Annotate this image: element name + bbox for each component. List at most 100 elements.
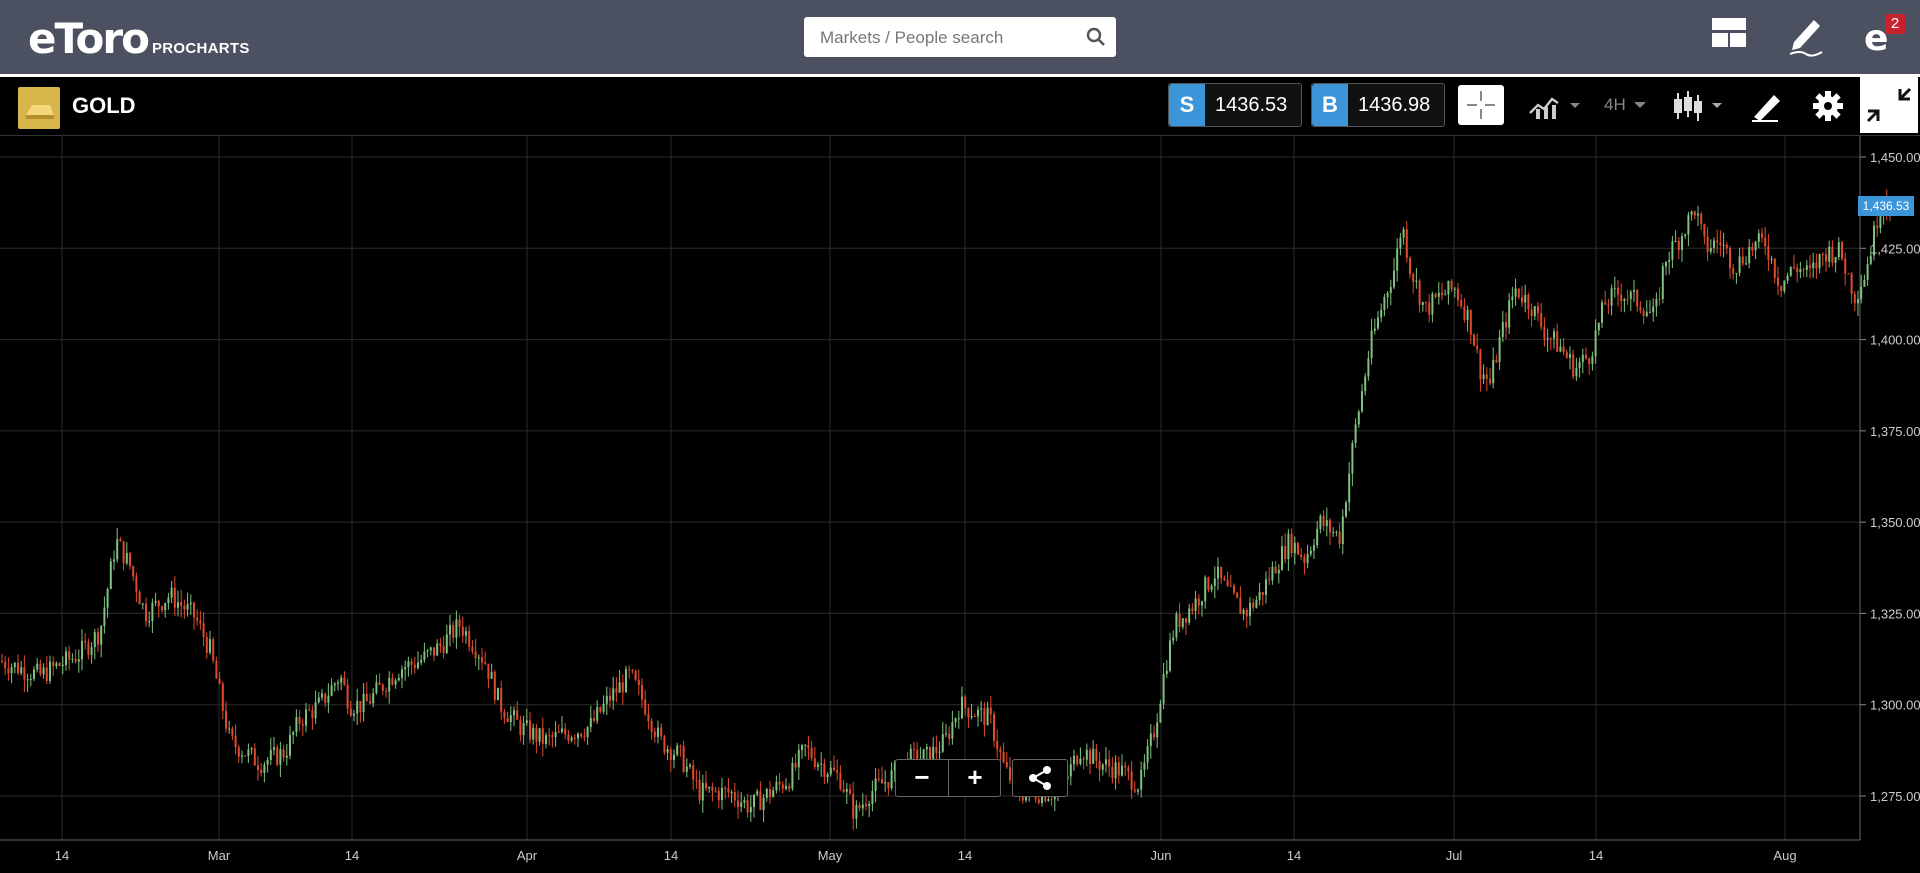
candle-body xyxy=(301,723,304,726)
search-input[interactable] xyxy=(818,25,1082,51)
candle-body xyxy=(493,672,496,701)
candle-body xyxy=(685,766,688,772)
candle-body xyxy=(1335,531,1338,533)
candle-body xyxy=(615,688,618,693)
candle-body xyxy=(1601,302,1603,323)
candle-body xyxy=(1447,280,1450,295)
candle-body xyxy=(769,789,771,797)
candle-body xyxy=(1658,298,1661,300)
share-button[interactable] xyxy=(1012,759,1068,797)
candle-body xyxy=(1482,374,1485,380)
candle-body xyxy=(916,749,919,764)
candle-body xyxy=(628,669,631,671)
candle-body xyxy=(26,679,29,681)
candle-body xyxy=(1005,762,1008,768)
candle-body xyxy=(1265,579,1267,595)
candle-body xyxy=(445,634,448,653)
candle-body xyxy=(170,587,173,598)
candle-body xyxy=(753,794,755,808)
candle-body xyxy=(1623,299,1626,301)
candle-body xyxy=(813,758,816,767)
buy-price: 1436.98 xyxy=(1358,94,1431,116)
candle-body xyxy=(705,782,707,789)
candle-body xyxy=(289,734,291,756)
exit-fullscreen-button[interactable] xyxy=(1860,77,1918,133)
candle-body xyxy=(186,604,189,610)
etoro-account-icon[interactable]: e xyxy=(1862,16,1898,56)
candle-body xyxy=(314,702,317,719)
candle-body xyxy=(1572,354,1575,377)
candle-body xyxy=(397,677,400,681)
candle-body xyxy=(97,632,99,645)
candle-body xyxy=(1466,309,1469,320)
candle-body xyxy=(1473,334,1475,346)
x-tick-label: 14 xyxy=(664,848,678,863)
sell-button[interactable]: S 1436.53 xyxy=(1168,83,1302,127)
drawing-tools-icon[interactable] xyxy=(1748,77,1788,135)
notification-badge[interactable]: 2 xyxy=(1885,14,1905,34)
search-box[interactable] xyxy=(804,17,1116,57)
settings-gear-icon[interactable] xyxy=(1810,77,1846,135)
candle-body xyxy=(1674,241,1677,243)
candle-body xyxy=(842,789,845,792)
candle-body xyxy=(1492,359,1495,384)
candle-body xyxy=(292,732,295,735)
candle-body xyxy=(1341,516,1344,545)
candle-body xyxy=(221,683,224,711)
candle-body xyxy=(1569,354,1571,358)
candle-body xyxy=(519,719,522,735)
candle-body xyxy=(36,663,39,670)
candle-body xyxy=(285,755,288,758)
candle-body xyxy=(1108,759,1111,767)
candle-body xyxy=(346,684,349,709)
etoro-logo[interactable]: eToro xyxy=(28,14,150,63)
candle-body xyxy=(503,712,506,718)
layout-icon[interactable] xyxy=(1712,16,1746,50)
candle-body xyxy=(865,804,867,807)
candle-body xyxy=(1498,336,1501,363)
candle-body xyxy=(529,720,531,740)
candle-body xyxy=(365,693,368,702)
candle-body xyxy=(1137,789,1139,792)
candle-body xyxy=(218,678,221,684)
buy-button[interactable]: B 1436.98 xyxy=(1311,83,1445,127)
candle-body xyxy=(1514,288,1517,297)
chart-canvas[interactable]: 1,450.00 1,425.00 1,400.00 1,375.00 1,350.00… xyxy=(0,136,1920,868)
candle-body xyxy=(586,727,589,738)
candle-body xyxy=(1789,267,1792,276)
candlestick-type-icon[interactable] xyxy=(1672,77,1728,135)
candle-body xyxy=(93,632,96,648)
candle-body xyxy=(785,785,787,789)
candle-body xyxy=(1143,762,1146,770)
candle-body xyxy=(1127,767,1130,772)
candle-body xyxy=(1549,338,1552,340)
candle-body xyxy=(935,746,938,753)
candle-body xyxy=(167,597,170,603)
candle-body xyxy=(23,667,26,680)
candle-body xyxy=(359,700,362,713)
price-chart[interactable]: 1,450.00 1,425.00 1,400.00 1,375.00 1,350.00… xyxy=(0,136,1920,868)
candle-body xyxy=(852,793,855,819)
candle-body xyxy=(4,661,7,669)
edit-pencil-icon[interactable] xyxy=(1786,14,1826,58)
zoom-in-button[interactable]: + xyxy=(948,760,1001,796)
zoom-out-button[interactable]: − xyxy=(914,762,930,792)
indicators-icon[interactable] xyxy=(1528,77,1588,135)
candle-body xyxy=(1242,609,1245,614)
candle-body xyxy=(1277,569,1280,574)
candle-body xyxy=(1604,302,1607,305)
candle-body xyxy=(196,617,199,621)
y-tick-label: 1,350.00 xyxy=(1870,515,1920,530)
crosshair-button[interactable] xyxy=(1458,85,1504,125)
candle-body xyxy=(1540,313,1543,328)
candle-body xyxy=(1169,640,1171,671)
candle-body xyxy=(884,782,887,784)
candle-body xyxy=(490,672,493,679)
search-icon[interactable] xyxy=(1086,27,1106,47)
candle-body xyxy=(679,745,682,747)
timeframe-selector[interactable]: 4H xyxy=(1604,95,1647,115)
candle-body xyxy=(1645,312,1648,317)
timeframe-value: 4H xyxy=(1604,95,1626,114)
candle-body xyxy=(372,692,375,704)
candle-body xyxy=(1281,546,1283,570)
